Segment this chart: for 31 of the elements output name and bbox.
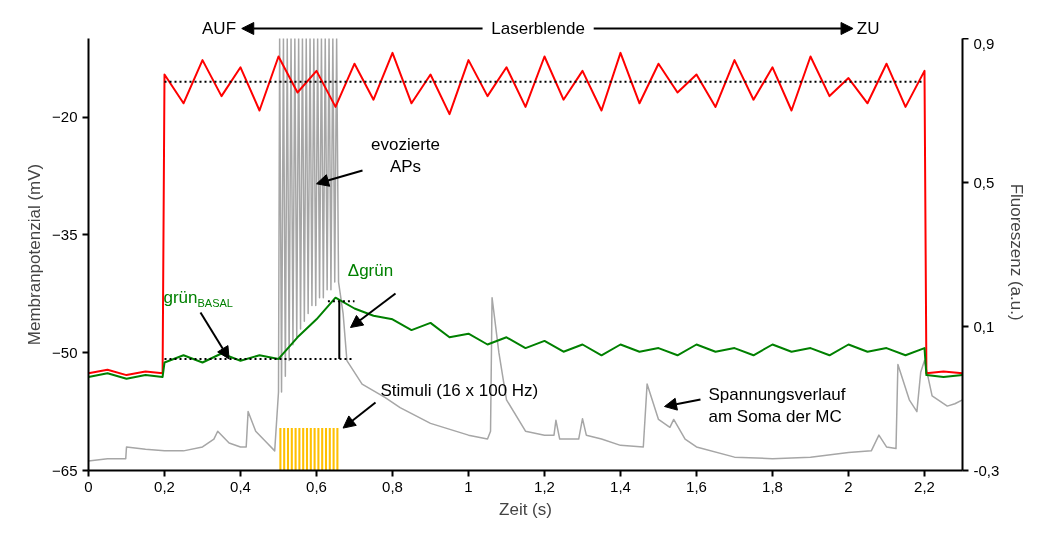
x-tick-label: 0 bbox=[84, 477, 93, 495]
x-tick-label: 0,4 bbox=[230, 477, 251, 495]
text: ZU bbox=[856, 19, 880, 38]
y2-tick-label: -0,3 bbox=[973, 461, 1000, 479]
x-tick-label: 1,2 bbox=[534, 477, 555, 495]
x-tick-label: 2 bbox=[844, 477, 853, 495]
y2-tick-label: 0,1 bbox=[973, 317, 995, 335]
y-tick-label: −65 bbox=[52, 461, 78, 479]
annotation: Δgrün bbox=[347, 261, 394, 280]
annotation: Spannungsverlauf am Soma der MC bbox=[708, 384, 846, 427]
x-axis-title: Zeit (s) bbox=[499, 499, 552, 519]
y-axis-title: Membranpotenzial (mV) bbox=[25, 163, 45, 346]
x-tick-label: 1 bbox=[464, 477, 473, 495]
annotation: evozierte APs bbox=[371, 134, 440, 177]
y2-axis-title: Fluoreszenz (a.u.) bbox=[1007, 183, 1027, 321]
line-series bbox=[88, 38, 963, 462]
x-tick-label: 1,4 bbox=[610, 477, 631, 495]
annotation: Stimuli (16 x 100 Hz) bbox=[380, 381, 539, 400]
x-tick-label: 1,6 bbox=[686, 477, 707, 495]
y-tick-label: −50 bbox=[52, 343, 78, 361]
y2-tick-label: 0,9 bbox=[973, 34, 995, 52]
x-tick-label: 2,2 bbox=[914, 477, 935, 495]
x-tick-label: 0,8 bbox=[382, 477, 403, 495]
x-tick-label: 0,2 bbox=[154, 477, 175, 495]
text: AUF bbox=[202, 19, 237, 38]
y2-tick-label: 0,5 bbox=[973, 173, 995, 191]
x-tick-label: 0,6 bbox=[306, 477, 327, 495]
text: Laserblende bbox=[491, 19, 585, 38]
y-tick-label: −35 bbox=[52, 225, 78, 243]
y-tick-label: −20 bbox=[52, 108, 78, 126]
x-tick-label: 1,8 bbox=[762, 477, 783, 495]
